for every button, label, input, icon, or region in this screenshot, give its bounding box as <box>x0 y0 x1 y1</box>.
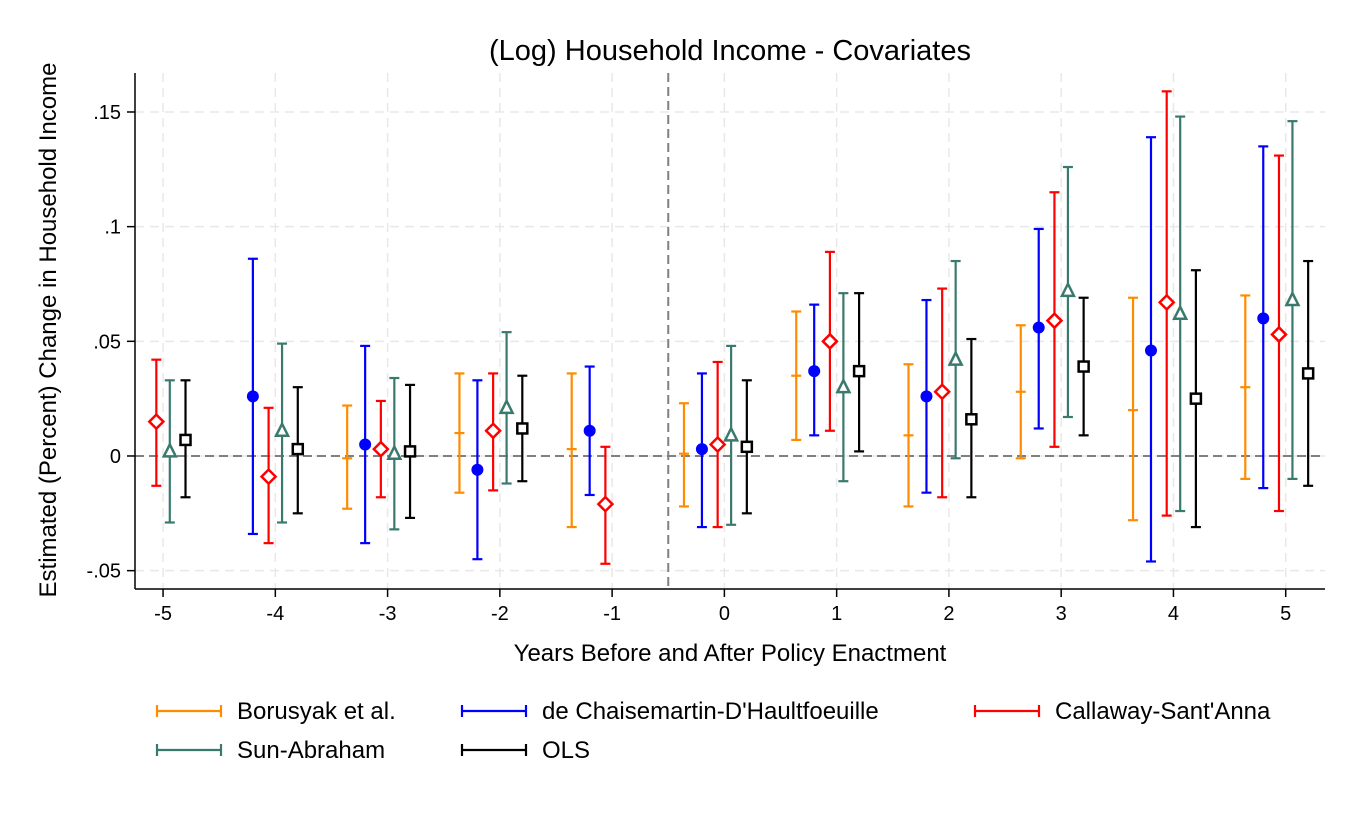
y-tick-label: 0 <box>110 446 121 468</box>
point-marker <box>1059 281 1076 298</box>
x-tick-label: -4 <box>266 603 284 625</box>
point-marker <box>359 438 372 451</box>
legend-item: Callaway-Sant'Anna <box>973 698 1271 725</box>
point-marker <box>852 364 866 378</box>
point-marker <box>1144 344 1157 357</box>
point-marker <box>471 463 484 476</box>
point-marker <box>723 425 740 442</box>
series-group <box>246 136 1270 563</box>
point-marker <box>291 442 305 456</box>
reference-lines <box>135 73 1325 589</box>
legend-item: de Chaisemartin-D'Haultfoeuille <box>460 698 879 725</box>
point-marker <box>821 332 839 351</box>
point-marker <box>808 365 821 378</box>
point-marker <box>516 422 529 435</box>
x-tick-label: 3 <box>1056 603 1067 625</box>
point-marker <box>179 433 192 447</box>
point-marker <box>1157 293 1176 312</box>
x-tick-label: 4 <box>1168 603 1179 625</box>
x-tick-label: -3 <box>379 603 397 625</box>
grid-layer <box>135 73 1325 589</box>
series-group <box>161 115 1301 531</box>
legend-item: OLS <box>460 737 590 764</box>
point-marker <box>372 440 390 458</box>
point-marker <box>695 443 708 456</box>
point-marker <box>147 412 166 431</box>
point-marker <box>386 443 403 460</box>
point-marker <box>596 495 615 513</box>
point-marker <box>498 398 515 415</box>
x-tick-label: 2 <box>943 603 954 625</box>
data-layer <box>147 90 1315 565</box>
point-marker <box>1284 290 1301 307</box>
x-tick-label: -5 <box>154 603 172 625</box>
point-marker <box>259 467 278 486</box>
point-marker <box>708 435 727 454</box>
x-tick-label: 1 <box>831 603 842 625</box>
legend-label: OLS <box>542 737 590 764</box>
point-marker <box>947 349 964 366</box>
axes: -5 -4 -3 -2 -1 0 1 2 3 4 5 -.05 0 .05 .1 .15 <box>87 73 1325 625</box>
point-marker <box>274 420 291 438</box>
legend-label: Borusyak et al. <box>237 698 396 725</box>
point-marker <box>484 421 502 440</box>
series-group <box>342 294 1251 529</box>
chart-title: (Log) Household Income - Covariates <box>489 35 971 67</box>
legend-label: de Chaisemartin-D'Haultfoeuille <box>542 698 879 725</box>
point-marker <box>1032 321 1045 334</box>
legend-label: Sun-Abraham <box>237 737 385 764</box>
y-tick-label: .1 <box>104 217 121 239</box>
legend-item: Sun-Abraham <box>155 737 385 764</box>
point-marker <box>920 390 933 403</box>
point-marker <box>246 390 259 403</box>
y-tick-label: -.05 <box>87 561 121 583</box>
series-group <box>179 259 1315 529</box>
point-marker <box>1270 325 1288 344</box>
x-tick-label: 0 <box>719 603 730 625</box>
y-tick-label: .05 <box>93 331 121 353</box>
legend-item: Borusyak et al. <box>155 698 396 725</box>
y-axis-label: Estimated (Percent) Change in Household … <box>35 63 62 598</box>
point-marker <box>1301 367 1315 380</box>
point-marker <box>835 377 852 394</box>
point-marker <box>1257 312 1270 325</box>
point-marker <box>583 424 596 437</box>
series-group <box>147 90 1288 565</box>
x-tick-label: 5 <box>1280 603 1291 625</box>
point-marker <box>1077 360 1090 373</box>
point-marker <box>740 440 754 454</box>
point-marker <box>965 413 978 426</box>
point-marker <box>933 383 951 401</box>
point-marker <box>403 445 417 458</box>
x-axis-label: Years Before and After Policy Enactment <box>514 640 947 667</box>
legend-label: Callaway-Sant'Anna <box>1055 698 1271 725</box>
legend: Borusyak et al. de Chaisemartin-D'Haultfo… <box>155 698 1271 764</box>
x-tick-label: -2 <box>491 603 509 625</box>
x-tick-label: -1 <box>603 603 621 625</box>
point-marker <box>161 441 178 458</box>
point-marker <box>1189 392 1203 405</box>
y-tick-label: .15 <box>93 102 121 124</box>
point-marker <box>1172 304 1189 321</box>
point-marker <box>1045 311 1064 330</box>
